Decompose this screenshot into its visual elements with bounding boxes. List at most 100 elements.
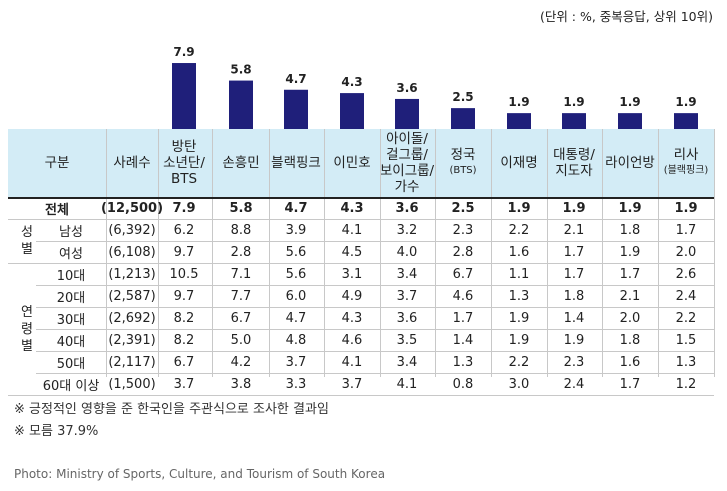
table-cell: 6.7	[173, 355, 195, 370]
row-separator	[8, 219, 714, 220]
bar-value-label-4: 4.3	[341, 75, 362, 89]
table-cell: 3.7	[396, 289, 418, 304]
table-cell: 4.0	[396, 245, 418, 260]
table-cell: 9.7	[173, 245, 195, 260]
column-header-line: 이민호	[333, 155, 371, 171]
column-header-line: 걸그룹/	[386, 147, 428, 163]
header-label: 구분	[44, 155, 70, 171]
table-cell: 3.5	[396, 333, 418, 348]
column-separator	[435, 129, 436, 377]
row-separator	[36, 373, 714, 374]
table-cell: 4.9	[341, 289, 363, 304]
column-header-3: 블랙핑크	[268, 129, 324, 197]
group-label-char: 별	[21, 338, 33, 354]
table-cell: 2.6	[675, 267, 697, 282]
table-cell: 1.2	[675, 377, 697, 392]
column-separator	[158, 129, 159, 377]
table-cell: 1.8	[563, 289, 585, 304]
table-cell: 1.9	[507, 201, 531, 216]
table-cell: 1.9	[562, 201, 586, 216]
table-cell: 2.1	[619, 289, 641, 304]
row-label: 남성	[59, 225, 83, 240]
table-cell: 2.2	[508, 223, 530, 238]
table-cell: 2.4	[563, 377, 585, 392]
column-header-5: 아이돌/걸그룹/보이그룹/가수	[379, 129, 435, 197]
column-header-line: 방탄	[171, 139, 197, 155]
column-separator	[324, 129, 325, 377]
table-cell: 2.0	[619, 311, 641, 326]
bar-value-label-5: 3.6	[396, 81, 417, 95]
column-header-line: 블랙핑크	[271, 155, 321, 171]
row-label: 여성	[59, 247, 83, 262]
column-separator	[212, 129, 213, 377]
bar-value-label-10: 1.9	[675, 95, 696, 109]
table-cell: 4.2	[230, 355, 252, 370]
table-cell: 3.7	[341, 377, 363, 392]
table-cell: 4.3	[340, 201, 364, 216]
bar-1	[172, 63, 196, 129]
column-header-6: 정국 (BTS)	[435, 129, 491, 197]
bar-chart: 7.9 5.8 4.7 4.3 3.6 2.5 1.9 1.9 1.9 1.9	[172, 45, 698, 129]
table-cell: 5.8	[229, 201, 253, 216]
table-cell: 1.9	[619, 245, 641, 260]
row-count: (2,391)	[108, 333, 156, 348]
note-1: ※ 긍정적인 영향을 준 한국인을 주관식으로 조사한 결과임	[14, 402, 329, 417]
table-cell: 1.4	[563, 311, 585, 326]
table-cell: 2.8	[230, 245, 252, 260]
column-header-line: 지도자	[555, 163, 593, 179]
row-separator	[36, 307, 714, 308]
row-label: 20대	[56, 291, 86, 306]
column-header-line: BTS	[170, 171, 198, 187]
bar-value-label-7: 1.9	[508, 95, 529, 109]
table-cell: 1.4	[452, 333, 474, 348]
column-separator	[658, 129, 659, 377]
row-count: (6,108)	[108, 245, 156, 260]
column-separator	[547, 129, 548, 377]
table-cell: 4.1	[341, 355, 363, 370]
column-separator	[380, 129, 381, 377]
column-header-8: 대통령/지도자	[546, 129, 602, 197]
row-count: (1,500)	[108, 377, 156, 392]
table-cell: 4.7	[284, 201, 308, 216]
table-cell: 5.0	[230, 333, 252, 348]
table-cell: 4.3	[341, 311, 363, 326]
bar-9	[618, 113, 642, 129]
column-header-line: 대통령/	[553, 147, 595, 163]
group-label-char: 령	[21, 321, 33, 337]
table-cell: 1.9	[508, 311, 530, 326]
table-cell: 4.6	[452, 289, 474, 304]
table-cell: 6.7	[230, 311, 252, 326]
bar-value-label-1: 7.9	[173, 45, 194, 59]
table-cell: 3.4	[396, 355, 418, 370]
table-cell: 3.4	[396, 267, 418, 282]
row-label: 40대	[56, 335, 86, 350]
column-separator	[714, 129, 715, 377]
column-header-line: 보이그룹/	[379, 163, 435, 179]
table-cell: 2.2	[675, 311, 697, 326]
table-cell: 10.5	[169, 267, 199, 282]
photo-credit: Photo: Ministry of Sports, Culture, and …	[14, 467, 386, 481]
table-cell: 5.6	[285, 267, 307, 282]
table-cell: 0.8	[452, 377, 474, 392]
table-cell: 1.9	[674, 201, 698, 216]
column-separator	[106, 129, 107, 377]
table-cell: 6.2	[173, 223, 195, 238]
header-count: 사례수	[113, 155, 151, 171]
bar-6	[451, 108, 475, 129]
column-header-7: 이재명	[491, 129, 547, 197]
column-header-line: 리사	[673, 147, 699, 163]
header-bottom-rule	[8, 197, 714, 199]
table-cell: 4.5	[341, 245, 363, 260]
table-cell: 4.8	[285, 333, 307, 348]
table-cell: 2.3	[452, 223, 474, 238]
row-count: (2,117)	[108, 355, 156, 370]
table-cell: 9.7	[173, 289, 195, 304]
column-header-2: 손흥민	[213, 129, 269, 197]
table-cell: 1.5	[675, 333, 697, 348]
table-cell: 3.2	[396, 223, 418, 238]
table-cell: 1.6	[619, 355, 641, 370]
table-cell: 1.7	[619, 267, 641, 282]
table-cell: 3.6	[396, 311, 418, 326]
